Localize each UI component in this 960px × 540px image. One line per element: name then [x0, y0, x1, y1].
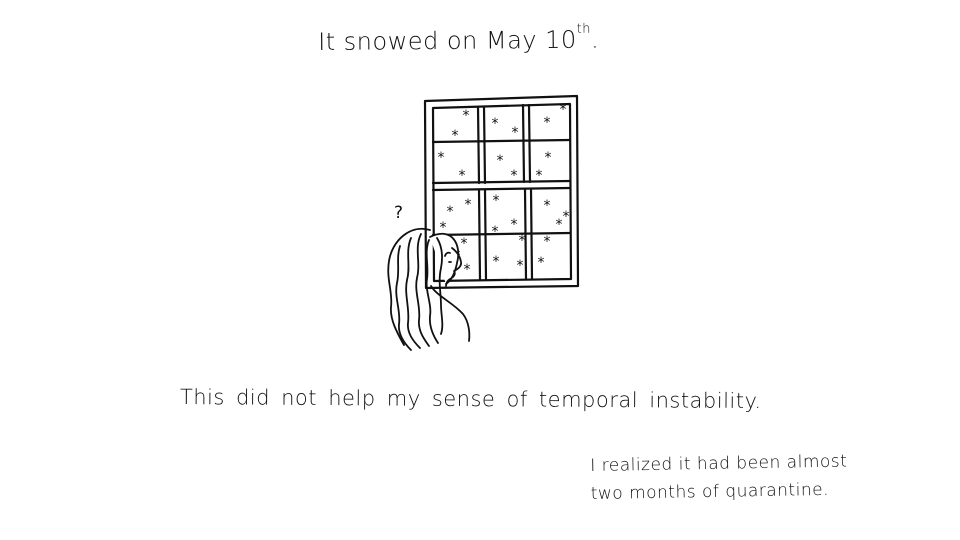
side-caption: I realized it had been almost two months… — [590, 448, 848, 508]
main-caption: This did not help my sense of temporal i… — [179, 385, 762, 414]
woman-looking-out-window-icon — [387, 227, 471, 351]
snowflake-icon: * — [461, 236, 468, 252]
snowflake-icon: * — [465, 197, 472, 213]
snowflake-icon: * — [563, 209, 570, 225]
snowflake-icon: * — [511, 217, 518, 233]
snowflake-icon: * — [517, 258, 524, 274]
title-suffix: th — [576, 21, 592, 37]
snowflake-icon: * — [452, 128, 459, 144]
snowflake-icon: * — [438, 150, 445, 166]
snowflake-icon: * — [544, 234, 551, 250]
snowflakes: ************* * ******** **** * * * — [438, 102, 570, 278]
side-caption-line-1: I realized it had been almost — [590, 451, 848, 476]
title-text: It snowed on May 10 — [318, 25, 577, 56]
snowflake-icon: * — [536, 168, 543, 184]
snowflake-icon: * — [493, 193, 500, 209]
window-icon — [423, 94, 580, 290]
snowflake-icon: * — [454, 248, 461, 264]
snowflake-icon: * — [512, 125, 519, 141]
snowflake-icon: * — [493, 254, 500, 270]
side-caption-line-2: two months of quarantine. — [590, 479, 830, 504]
question-mark: ? — [394, 203, 403, 223]
snowflake-icon: * — [497, 153, 504, 169]
snowflake-icon: * — [492, 116, 499, 132]
title-period: . — [590, 25, 600, 54]
snowflake-icon: * — [544, 115, 551, 131]
snowflake-icon: * — [545, 150, 552, 166]
snowflake-icon: * — [538, 255, 545, 271]
snowflake-icon: * — [511, 168, 518, 184]
snowflake-icon: * — [560, 102, 567, 118]
snowflake-icon: * — [464, 262, 471, 278]
snowflake-icon: * — [544, 198, 551, 214]
snowflake-icon: * — [440, 220, 447, 236]
snowflake-icon: * — [492, 224, 499, 240]
snowflake-icon: * — [459, 168, 466, 184]
snowflake-icon: * — [463, 108, 470, 124]
snowflake-icon: * — [447, 204, 454, 220]
snowflake-icon: * — [556, 217, 563, 233]
snowflake-icon: * — [519, 233, 526, 249]
comic-title: It snowed on May 10th. — [318, 22, 600, 56]
